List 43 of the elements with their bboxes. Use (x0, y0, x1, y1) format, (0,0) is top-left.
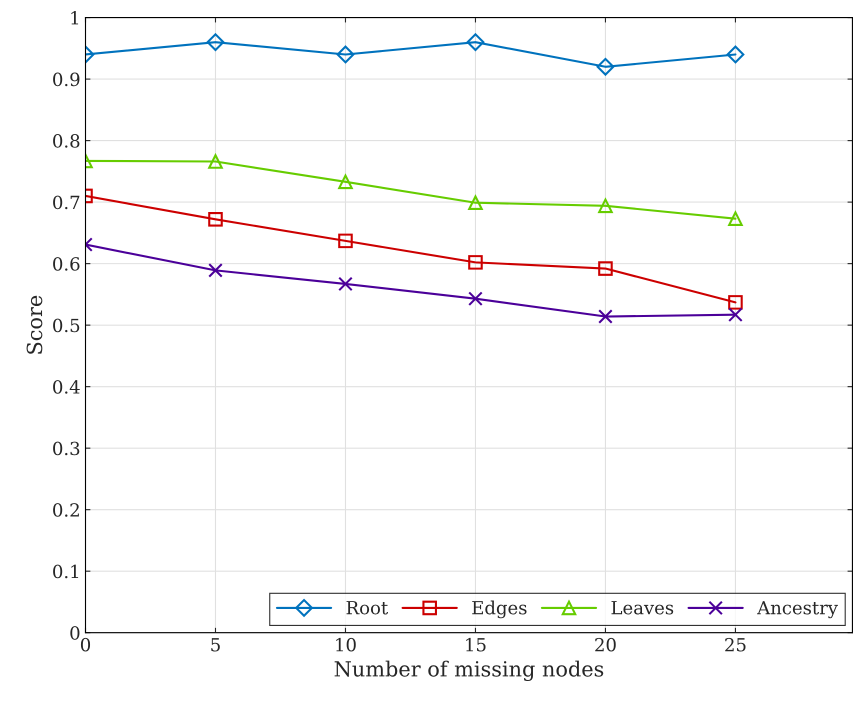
legend-label: Ancestry (757, 601, 838, 618)
point (338, 234, 353, 248)
legend-label: Root (346, 601, 388, 614)
x-tick-label: 25 (725, 638, 746, 652)
point (596, 58, 614, 76)
y-tick-label: 0.8 (53, 134, 80, 148)
x-tick-label: 15 (466, 638, 486, 652)
x-tick-label: 10 (336, 638, 356, 652)
y-tick-label: 0.7 (53, 196, 80, 210)
x-tick-label: 5 (211, 638, 220, 652)
y-tick-label: 0.1 (53, 564, 78, 578)
point (468, 255, 483, 270)
point (598, 198, 613, 214)
point (598, 309, 613, 324)
point (208, 154, 223, 169)
y-axis-title: Score (26, 296, 42, 354)
y-tick-label: 0.2 (53, 503, 79, 517)
point (208, 263, 223, 278)
y-tick-label: 0.9 (53, 72, 80, 86)
point (598, 261, 613, 276)
y-tick-label: 0.6 (53, 257, 80, 271)
point (728, 211, 743, 226)
point (206, 33, 224, 52)
point (466, 33, 484, 52)
y-tick-label: 0.5 (53, 318, 80, 332)
y-tick-label: 0.3 (53, 442, 80, 456)
point (468, 195, 483, 210)
x-tick-label: 0 (80, 638, 90, 652)
point (336, 46, 354, 64)
legend-label: Edges (472, 600, 527, 618)
y-tick-label: 0.4 (53, 380, 80, 394)
point (728, 307, 743, 322)
point (468, 291, 483, 306)
x-tick-label: 20 (595, 638, 616, 652)
x-axis-title: Number of missing nodes (334, 660, 604, 682)
legend-label: Leaves (612, 601, 674, 614)
point (338, 276, 353, 292)
y-tick-label: 1 (71, 11, 78, 24)
point (728, 295, 743, 310)
y-tick-label: 0 (70, 626, 80, 640)
point (208, 212, 223, 227)
point (338, 174, 353, 190)
point (726, 46, 744, 64)
